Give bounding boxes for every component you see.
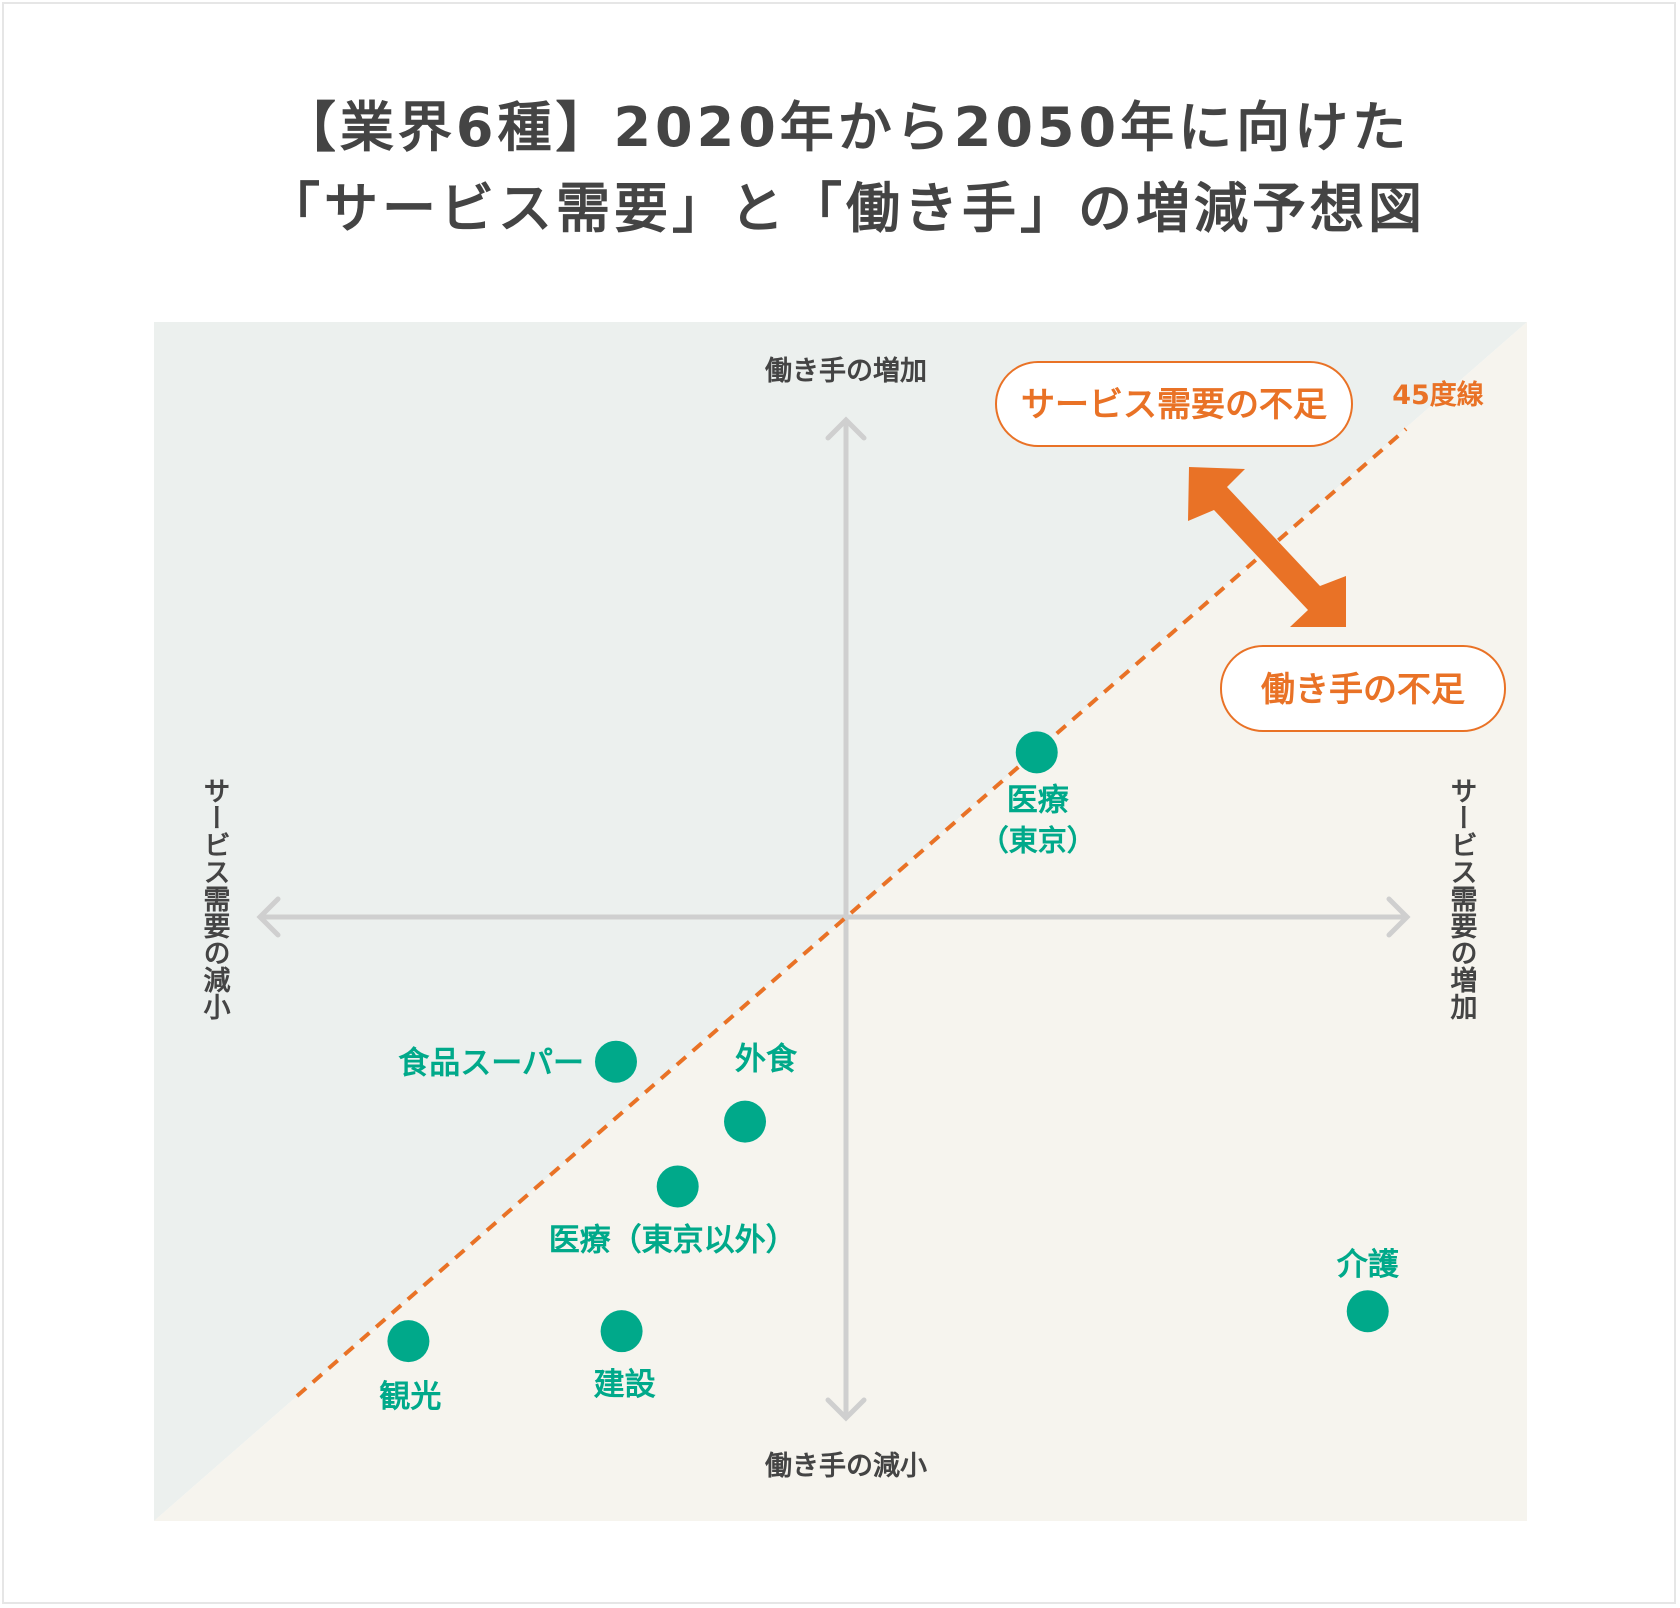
- chart-title-line1: 【業界6種】2020年から2050年に向けた: [282, 96, 1410, 159]
- data-point-label: 観光: [379, 1379, 441, 1415]
- data-point: [656, 1165, 699, 1208]
- data-point-label: 食品スーパー: [398, 1046, 584, 1082]
- data-point: [600, 1310, 643, 1353]
- y-axis-negative-label: 働き手の減小: [765, 1451, 927, 1482]
- callout-upper: [995, 361, 1353, 447]
- data-point-label: 医療: [1007, 782, 1069, 818]
- y-axis-positive-label: 働き手の増加: [765, 355, 927, 387]
- x-axis: [256, 896, 1411, 938]
- chart-title-line2: 「サービス需要」と「働き手」の増減予想図: [266, 177, 1426, 240]
- data-point: [1346, 1290, 1389, 1333]
- reference-line-label: 45度線: [1392, 379, 1484, 411]
- data-point: [387, 1320, 430, 1363]
- data-point-label: 医療（東京以外）: [549, 1222, 797, 1258]
- x-axis-positive-label: サービス需要の増加: [1446, 777, 1478, 1021]
- data-point-label: 建設: [594, 1367, 656, 1403]
- callout-lower: [1220, 645, 1506, 732]
- callout-lower-text: 働き手の不足: [1261, 670, 1465, 710]
- data-point-label: 外食: [735, 1042, 798, 1078]
- reference-45-line: [295, 427, 1408, 1398]
- data-point: [1015, 731, 1058, 774]
- double-arrow-icon: [1188, 467, 1346, 627]
- data-point-sublabel: （東京）: [980, 823, 1096, 857]
- data-point: [594, 1040, 637, 1083]
- x-axis-negative-label: サービス需要の減小: [199, 777, 231, 1020]
- callout-upper-text: サービス需要の不足: [1021, 385, 1327, 425]
- data-point-label: 介護: [1336, 1247, 1400, 1283]
- data-point: [724, 1100, 767, 1143]
